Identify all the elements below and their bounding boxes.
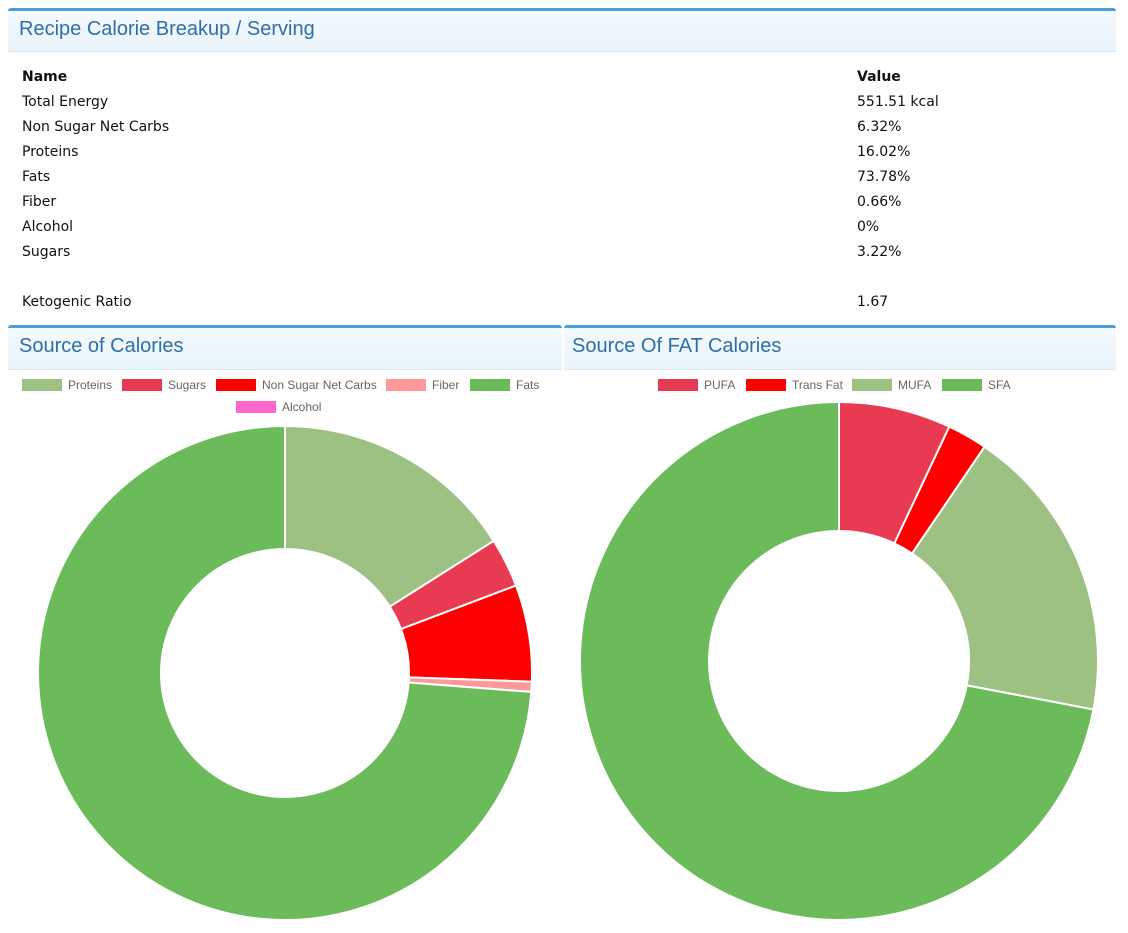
legend-swatch: [122, 379, 162, 391]
calorie-breakup-title: Recipe Calorie Breakup / Serving: [19, 18, 315, 40]
table-row: Sugars 3.22%: [14, 239, 1125, 264]
spacer-row: [14, 264, 1125, 289]
row-name: Fiber: [22, 193, 57, 210]
calorie-breakup-header: Recipe Calorie Breakup / Serving: [8, 8, 1116, 52]
row-value: 0.66%: [857, 193, 902, 210]
legend-swatch: [942, 379, 982, 391]
calories-legend: Proteins Sugars Non Sugar Net Carbs Fiber Fa…: [22, 378, 562, 418]
table-header-row: Name Value: [14, 64, 1125, 89]
row-value: 16.02%: [857, 143, 911, 160]
legend-label: Fats: [516, 378, 540, 392]
nutrition-table: Name Value Total Energy 551.51 kcal Non …: [14, 64, 1125, 314]
row-value: 0%: [857, 218, 880, 235]
table-row: Proteins 16.02%: [14, 139, 1125, 164]
row-name: Fats: [22, 168, 51, 185]
legend-swatch: [386, 379, 426, 391]
donut-slice-sfa[interactable]: [579, 400, 1095, 921]
calories-donut-chart: [37, 424, 533, 921]
table-row: Alcohol 0%: [14, 214, 1125, 239]
row-name: Sugars: [22, 243, 71, 260]
legend-swatch: [22, 379, 62, 391]
legend-label: SFA: [988, 378, 1011, 392]
table-row: Total Energy 551.51 kcal: [14, 89, 1125, 114]
source-of-calories-header: Source of Calories: [8, 325, 562, 370]
keto-row: Ketogenic Ratio 1.67: [14, 289, 1125, 314]
donut-slice-fats[interactable]: [37, 424, 533, 921]
row-value: 73.78%: [857, 168, 911, 185]
fat-calories-donut-chart: [579, 400, 1099, 921]
column-header-value: Value: [857, 68, 901, 85]
row-value: 551.51 kcal: [857, 93, 939, 110]
fat-calories-title: Source Of FAT Calories: [572, 335, 782, 357]
legend-swatch: [216, 379, 256, 391]
row-value: 3.22%: [857, 243, 902, 260]
table-row: Non Sugar Net Carbs 6.32%: [14, 114, 1125, 139]
legend-swatch: [746, 379, 786, 391]
legend-label: Alcohol: [282, 400, 322, 414]
legend-label: Fiber: [432, 378, 460, 392]
legend-swatch: [852, 379, 892, 391]
legend-swatch: [658, 379, 698, 391]
donut-slice-proteins[interactable]: [284, 424, 496, 609]
legend-swatch: [470, 379, 510, 391]
source-of-calories-title: Source of Calories: [19, 335, 184, 357]
row-name: Proteins: [22, 143, 79, 160]
row-name: Total Energy: [22, 93, 109, 110]
legend-label: Trans Fat: [792, 378, 843, 392]
legend-label: MUFA: [898, 378, 932, 392]
legend-label: PUFA: [704, 378, 736, 392]
legend-label: Non Sugar Net Carbs: [262, 378, 377, 392]
fat-calories-header: Source Of FAT Calories: [564, 325, 1116, 370]
table-row: Fiber 0.66%: [14, 189, 1125, 214]
legend-swatch: [236, 401, 276, 413]
row-name: Alcohol: [22, 218, 74, 235]
table-row: Fats 73.78%: [14, 164, 1125, 189]
legend-label: Sugars: [168, 378, 207, 392]
legend-label: Proteins: [68, 378, 113, 392]
row-name: Non Sugar Net Carbs: [22, 118, 170, 135]
keto-value: 1.67: [857, 293, 889, 310]
column-header-name: Name: [22, 68, 68, 85]
fat-calories-legend: PUFA Trans Fat MUFA SFA: [658, 378, 1098, 398]
donut-slice-mufa[interactable]: [910, 445, 1099, 711]
keto-label: Ketogenic Ratio: [22, 293, 132, 310]
row-value: 6.32%: [857, 118, 902, 135]
